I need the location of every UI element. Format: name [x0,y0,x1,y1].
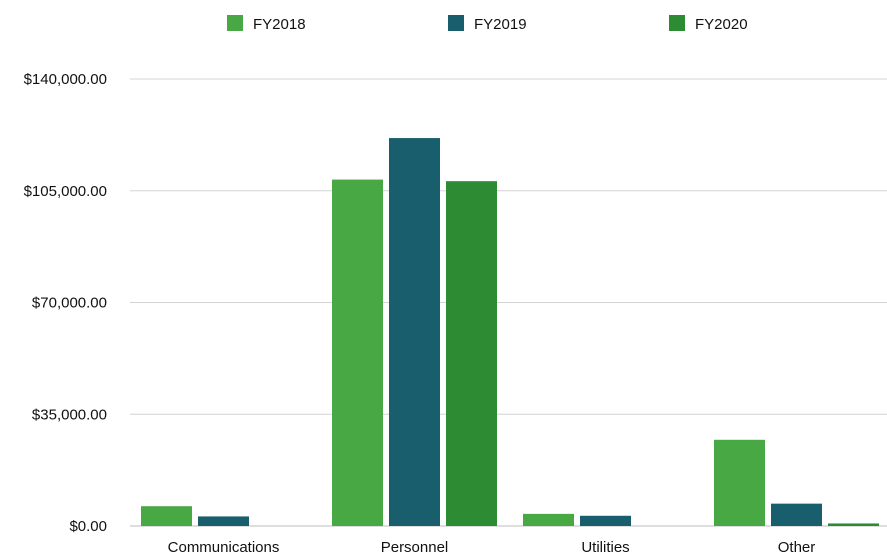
bar-fy2018-other [714,439,765,526]
x-category-label: Communications [168,539,280,556]
legend-label-fy2018: FY2018 [253,16,306,33]
legend-label-fy2020: FY2020 [695,16,748,33]
y-tick-label: $0.00 [69,518,107,535]
legend-label-fy2019: FY2019 [474,16,527,33]
y-tick-label: $140,000.00 [24,71,107,88]
x-category-label: Utilities [581,539,629,556]
bar-fy2018-utilities [523,513,574,526]
bar-fy2019-communications [198,516,249,526]
bar-fy2019-utilities [580,515,631,526]
x-category-label: Other [778,539,816,556]
bar-fy2020-other [828,523,879,526]
bar-fy2019-personnel [389,138,440,526]
x-axis-category-labels: Communications Personnel Utilities Other [168,539,816,556]
legend-swatch-fy2018 [227,15,243,31]
y-tick-label: $35,000.00 [32,406,107,423]
legend: FY2018 FY2019 FY2020 [227,15,748,33]
bars [141,138,879,526]
gridlines [130,78,887,527]
y-axis-tick-labels: $0.00 $35,000.00 $70,000.00 $105,000.00 $140… [24,71,107,535]
bar-fy2018-communications [141,506,192,526]
bar-fy2018-personnel [332,179,383,526]
legend-swatch-fy2019 [448,15,464,31]
x-category-label: Personnel [381,539,449,556]
legend-swatch-fy2020 [669,15,685,31]
y-tick-label: $70,000.00 [32,295,107,312]
y-tick-label: $105,000.00 [24,183,107,200]
bar-fy2020-personnel [446,181,497,526]
bar-fy2019-other [771,503,822,526]
